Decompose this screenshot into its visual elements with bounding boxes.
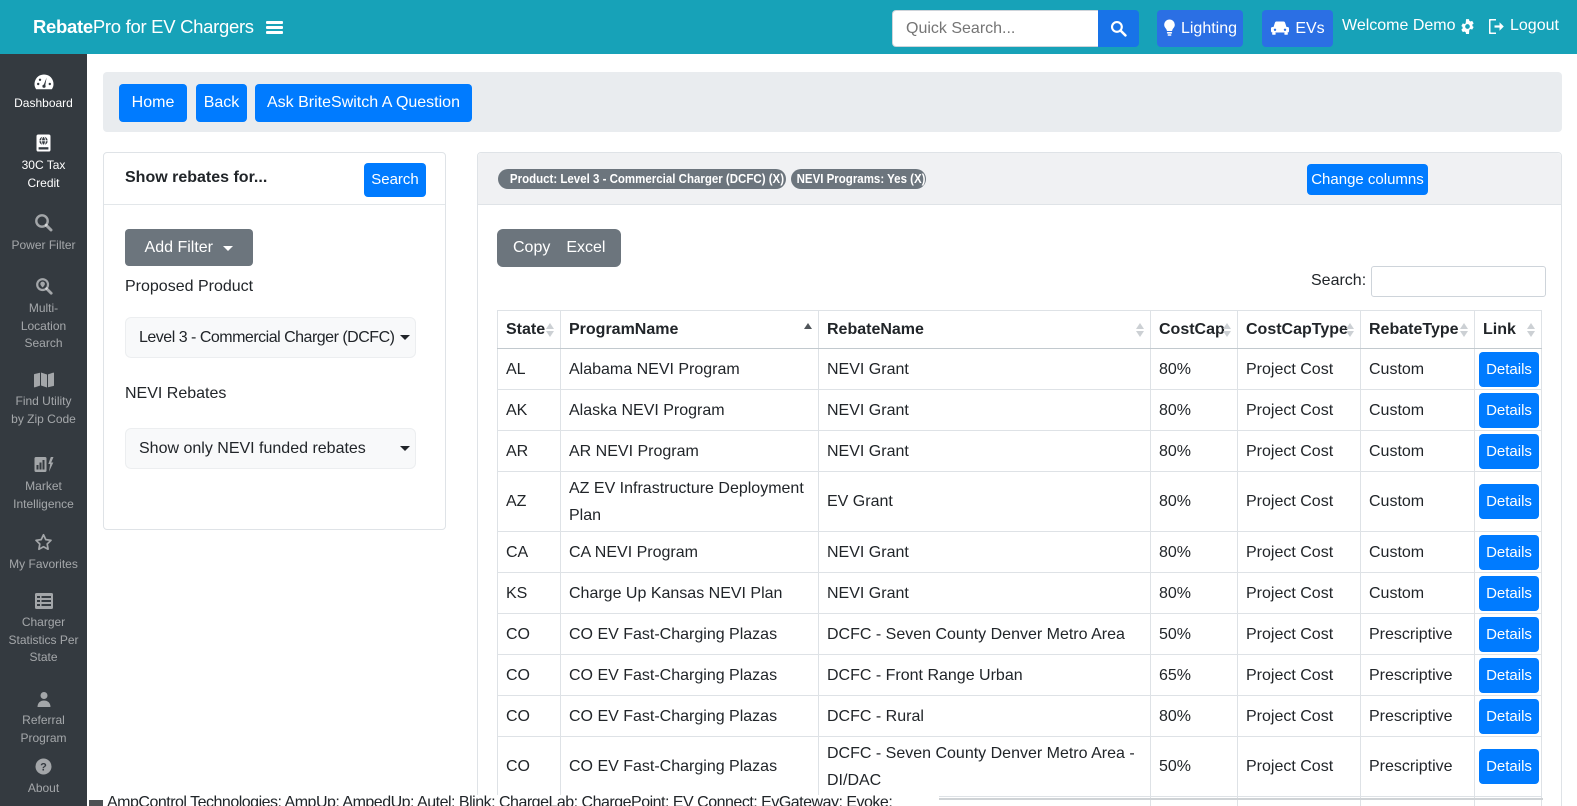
svg-text:?: ?: [40, 761, 47, 773]
